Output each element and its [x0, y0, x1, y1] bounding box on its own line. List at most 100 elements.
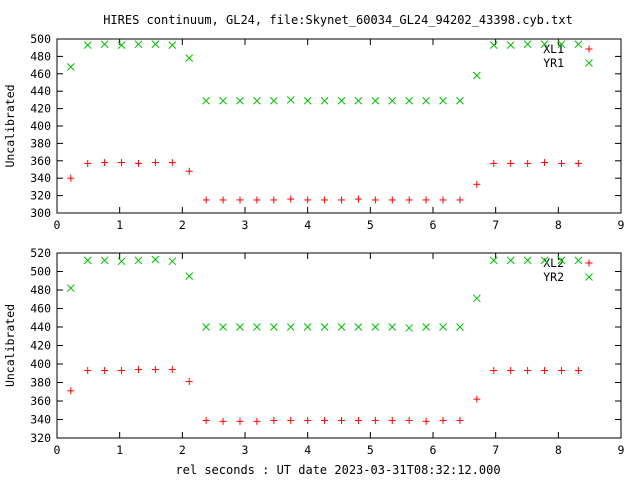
marker-stroke: [219, 96, 227, 105]
marker-stroke: [168, 257, 177, 266]
data-point: [321, 196, 329, 204]
data-point: [338, 196, 346, 204]
y-tick-label: 360: [30, 154, 51, 168]
bottom-panel: 0 1 2 3 4 5 6 7 8 9 320 340 360 380 400 420 440 460 480 500…: [3, 246, 625, 457]
top-panel: 0 1 2 3 4 5 6 7 8 9 300 320 340 360 380 400 420 440 460 480…: [3, 32, 625, 232]
y-tick-label: 500: [30, 32, 51, 46]
data-point: [506, 41, 515, 49]
marker-stroke: [557, 256, 566, 265]
data-point: [456, 416, 464, 424]
data-point: [304, 416, 312, 424]
data-point: [456, 196, 464, 204]
y-tick-label: 340: [30, 413, 51, 427]
marker-stroke: [253, 96, 261, 105]
data-point: [236, 96, 244, 105]
data-point: [490, 159, 498, 167]
data-point: [388, 416, 396, 424]
data-point: [574, 366, 582, 374]
data-point: [118, 159, 126, 167]
marker-stroke: [83, 41, 92, 49]
y-tick-label: 380: [30, 136, 51, 150]
data-point: [67, 174, 75, 182]
chart-title: HIRES continuum, GL24, file:Skynet_60034…: [103, 13, 573, 27]
marker-stroke: [320, 96, 329, 105]
data-point: [320, 323, 329, 331]
data-point: [253, 196, 261, 204]
data-point: [185, 272, 194, 280]
data-point: [67, 387, 75, 395]
data-point: [84, 366, 92, 374]
data-point: [83, 41, 92, 49]
marker-stroke: [134, 256, 143, 265]
data-point: [338, 416, 346, 424]
data-point: [168, 257, 177, 266]
data-point: [151, 40, 160, 49]
data-point: [117, 41, 126, 49]
data-point: [439, 196, 447, 204]
data-point: [456, 323, 464, 331]
data-point: [337, 96, 346, 105]
legend-marker: [585, 259, 593, 267]
data-point: [490, 366, 498, 374]
data-point: [507, 366, 515, 374]
data-point: [100, 256, 109, 265]
data-point: [134, 366, 142, 374]
legend-marker: [585, 273, 593, 281]
marker-stroke: [388, 323, 397, 331]
data-point: [473, 71, 481, 80]
data-point: [287, 416, 295, 424]
marker-stroke: [286, 96, 295, 104]
plot-frame: [56, 38, 622, 214]
marker-stroke: [506, 256, 515, 265]
data-point: [101, 366, 109, 374]
data-point: [422, 96, 430, 105]
data-point: [439, 96, 447, 105]
marker-stroke: [286, 323, 295, 331]
x-tick-label: 5: [367, 218, 374, 232]
x-tick-label: 3: [242, 218, 249, 232]
data-point: [507, 159, 515, 167]
marker-stroke: [66, 284, 75, 293]
marker-stroke: [456, 323, 464, 331]
data-point: [371, 196, 379, 204]
data-point: [303, 323, 312, 331]
marker-stroke: [185, 272, 194, 280]
data-point: [219, 196, 227, 204]
marker-stroke: [540, 40, 549, 49]
marker-stroke: [117, 41, 126, 49]
marker-stroke: [388, 96, 397, 105]
data-point: [473, 395, 481, 403]
data-point: [185, 54, 194, 62]
data-point: [371, 416, 379, 424]
marker-stroke: [574, 256, 583, 265]
data-point: [574, 40, 583, 49]
legend-label: YR1: [543, 56, 564, 70]
data-point: [100, 40, 109, 49]
data-point: [202, 196, 210, 204]
data-point: [269, 96, 278, 105]
data-point: [422, 196, 430, 204]
data-point: [557, 40, 566, 49]
data-point: [557, 159, 565, 167]
y-tick-label: 360: [30, 394, 51, 408]
y-tick-label: 300: [30, 206, 51, 220]
marker-stroke: [202, 96, 211, 105]
marker-stroke: [523, 256, 532, 265]
data-point: [320, 96, 329, 105]
marker-stroke: [185, 54, 194, 62]
x-tick-label: 3: [242, 443, 249, 457]
data-point: [303, 96, 312, 105]
data-point: [253, 96, 261, 105]
data-point: [354, 195, 362, 203]
data-point: [321, 416, 329, 424]
data-point: [388, 96, 397, 105]
data-point: [388, 323, 397, 331]
data-point: [118, 366, 126, 374]
marker-stroke: [489, 41, 498, 49]
data-point: [236, 196, 244, 204]
data-point: [269, 323, 278, 331]
x-tick-label: 9: [618, 218, 625, 232]
data-point: [185, 167, 193, 175]
marker-stroke: [320, 323, 329, 331]
